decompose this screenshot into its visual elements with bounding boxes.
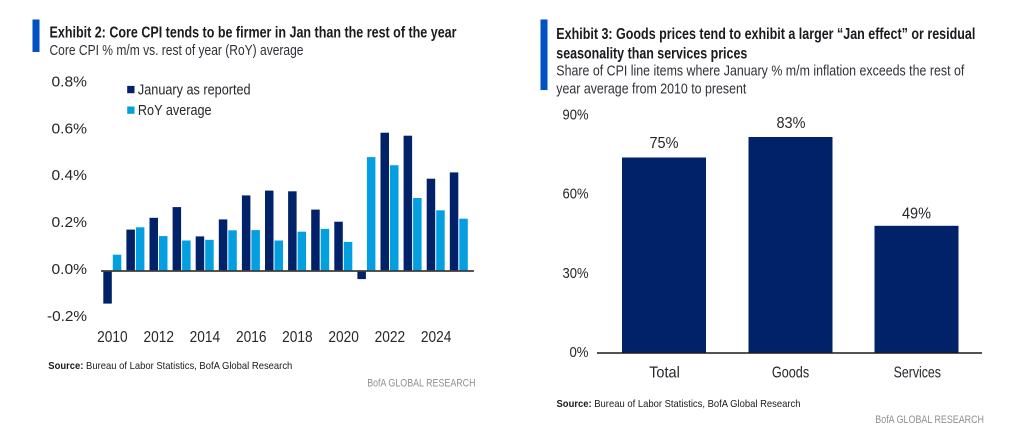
svg-text:2020: 2020 <box>328 329 359 346</box>
svg-text:Source: Bureau of Labor Statis: Source: Bureau of Labor Statistics, BofA… <box>557 398 801 410</box>
svg-text:Core CPI % m/m vs. rest of yea: Core CPI % m/m vs. rest of year (RoY) av… <box>50 43 304 59</box>
svg-text:2010: 2010 <box>97 329 128 346</box>
svg-text:0.2%: 0.2% <box>52 214 88 231</box>
svg-text:2024: 2024 <box>421 329 452 346</box>
svg-text:Exhibit 3: Goods prices tend t: Exhibit 3: Goods prices tend to exhibit … <box>556 26 975 43</box>
svg-text:Services: Services <box>894 365 941 382</box>
svg-text:83%: 83% <box>777 115 806 132</box>
svg-text:2014: 2014 <box>190 329 221 346</box>
svg-text:0.8%: 0.8% <box>52 74 88 91</box>
svg-text:2012: 2012 <box>143 329 174 346</box>
svg-text:Source: Bureau of Labor Statis: Source: Bureau of Labor Statistics, BofA… <box>48 360 292 372</box>
svg-text:2022: 2022 <box>375 329 406 346</box>
svg-text:90%: 90% <box>563 106 589 123</box>
svg-text:BofA GLOBAL RESEARCH: BofA GLOBAL RESEARCH <box>875 414 984 426</box>
svg-text:0.0%: 0.0% <box>52 261 88 278</box>
svg-text:0%: 0% <box>570 344 589 361</box>
svg-text:75%: 75% <box>650 135 679 152</box>
svg-text:0.6%: 0.6% <box>52 120 88 137</box>
svg-text:January as reported: January as reported <box>138 83 251 99</box>
svg-text:BofA GLOBAL RESEARCH: BofA GLOBAL RESEARCH <box>367 378 475 390</box>
svg-text:0.4%: 0.4% <box>52 167 88 184</box>
svg-text:60%: 60% <box>563 186 589 203</box>
svg-text:Share of CPI line items where: Share of CPI line items where January % … <box>556 63 965 79</box>
svg-text:-0.2%: -0.2% <box>47 308 87 325</box>
svg-text:2016: 2016 <box>236 329 267 346</box>
svg-text:2018: 2018 <box>282 329 313 346</box>
svg-text:RoY average: RoY average <box>138 103 212 119</box>
svg-text:Total: Total <box>649 365 680 382</box>
svg-text:49%: 49% <box>902 206 931 223</box>
svg-text:year average from 2010 to pres: year average from 2010 to present <box>556 82 746 98</box>
svg-text:Goods: Goods <box>772 365 809 382</box>
svg-text:seasonality than services pric: seasonality than services prices <box>556 45 747 62</box>
svg-text:30%: 30% <box>563 265 589 282</box>
svg-text:Exhibit 2: Core CPI tends to b: Exhibit 2: Core CPI tends to be firmer i… <box>50 25 457 42</box>
